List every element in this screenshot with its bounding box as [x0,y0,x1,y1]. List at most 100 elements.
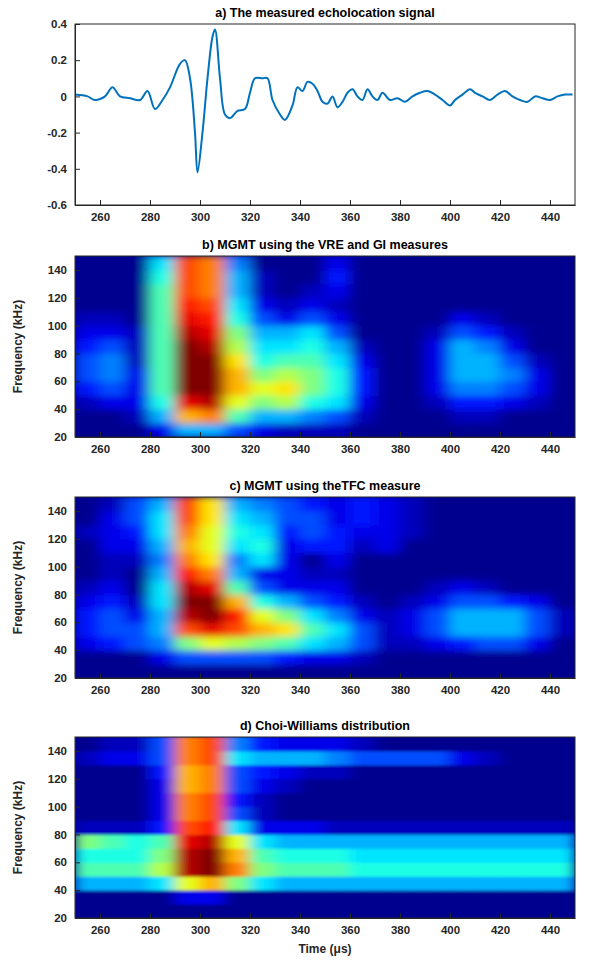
heatmap-cell [325,269,351,284]
heatmap-cell [150,664,176,678]
heatmap-cell [150,608,176,623]
heatmap-cell [200,409,226,424]
heatmap-cell [475,622,501,637]
heatmap-cell [100,256,126,270]
heatmap-cell [425,580,451,595]
heatmap-cell [550,409,576,424]
heatmap-cell [450,594,476,609]
heatmap-cell [225,664,251,678]
heatmap-cell [550,367,576,382]
heatmap-cell [125,890,151,905]
tick-label: 0 [61,91,67,103]
heatmap-cell [525,580,551,595]
heatmap-cell [225,820,251,835]
heatmap-cell [125,608,151,623]
tick-mark [75,567,80,568]
heatmap-cell [275,580,301,595]
heatmap-cell [375,636,401,651]
axis-line [75,738,76,919]
heatmap-cell [325,737,351,751]
heatmap-cell [500,381,526,396]
heatmap-cell [450,792,476,807]
heatmap-cell [425,538,451,553]
heatmap-cell [425,650,451,665]
tick-mark [75,779,80,780]
heatmap-cell [475,820,501,835]
heatmap-cell [175,353,201,368]
heatmap-cell [550,636,576,651]
heatmap-cell [525,820,551,835]
heatmap-cell [500,737,526,751]
heatmap-cell [550,395,576,410]
tick-label: 280 [141,211,160,223]
heatmap-cell [450,409,476,424]
heatmap-cell [500,538,526,553]
heatmap-cell [200,650,226,665]
heatmap-cell [175,256,201,270]
heatmap-cell [200,750,226,765]
heatmap-cell [250,311,276,326]
tick: 40 [54,403,80,415]
heatmap-cell [100,269,126,284]
heatmap-cell [275,269,301,284]
cells [75,497,575,678]
tick-label: 100 [48,320,67,332]
heatmap-cell [300,538,326,553]
heatmap-cell [475,834,501,849]
heatmap-cell [75,510,101,525]
heatmap-cell [550,594,576,609]
heatmap-cell [250,423,276,437]
heatmap-cell [550,834,576,849]
heatmap-cell [425,283,451,298]
heatmap-cell [100,566,126,581]
heatmap-cell [375,650,401,665]
heatmap-cell [350,367,376,382]
heatmap-cell [500,890,526,905]
heatmap-cell [275,750,301,765]
heatmap-cell [150,524,176,539]
heatmap-cell [550,862,576,877]
heatmap-cell [550,778,576,793]
heatmap-cell [125,566,151,581]
heatmap-cell [500,353,526,368]
tick-mark [350,432,351,437]
heatmap-cell [550,904,576,918]
heatmap-cell [325,580,351,595]
heatmap-cell [250,339,276,354]
heatmap-cell [125,538,151,553]
heatmap-cell [350,395,376,410]
heatmap-cell [100,778,126,793]
heatmap-cell [200,862,226,877]
heatmap-cell [425,552,451,567]
heatmap-cell [100,395,126,410]
heatmap-cell [425,367,451,382]
heatmap-cell [250,256,276,270]
heatmap-cell [375,423,401,437]
tick-label: 320 [241,684,260,696]
heatmap-cell [550,339,576,354]
heatmap-cell [550,566,576,581]
heatmap-cell [500,862,526,877]
heatmap-cell [200,256,226,270]
panel-title: c) MGMT using theTFC measure [230,479,421,493]
tick-label: 280 [141,684,160,696]
heatmap-cell [200,876,226,891]
tick-label: 100 [48,801,67,813]
tick-mark [200,432,201,437]
heatmap-cell [275,283,301,298]
tick: 340 [291,673,310,696]
heatmap-cell [250,353,276,368]
heatmap-cell [225,497,251,511]
heatmap-cell [450,580,476,595]
heatmap-cell [100,764,126,779]
heatmap-cell [375,325,401,340]
heatmap-cell [275,339,301,354]
heatmap-cell [250,510,276,525]
heatmap-cell [475,395,501,410]
heatmap-cell [225,608,251,623]
heatmap-cell [175,904,201,918]
panel: 260280300320340360380400420440-0.6-0.4-0… [47,6,575,223]
heatmap-cell [275,848,301,863]
tick-mark [75,807,80,808]
tick-mark [200,673,201,678]
